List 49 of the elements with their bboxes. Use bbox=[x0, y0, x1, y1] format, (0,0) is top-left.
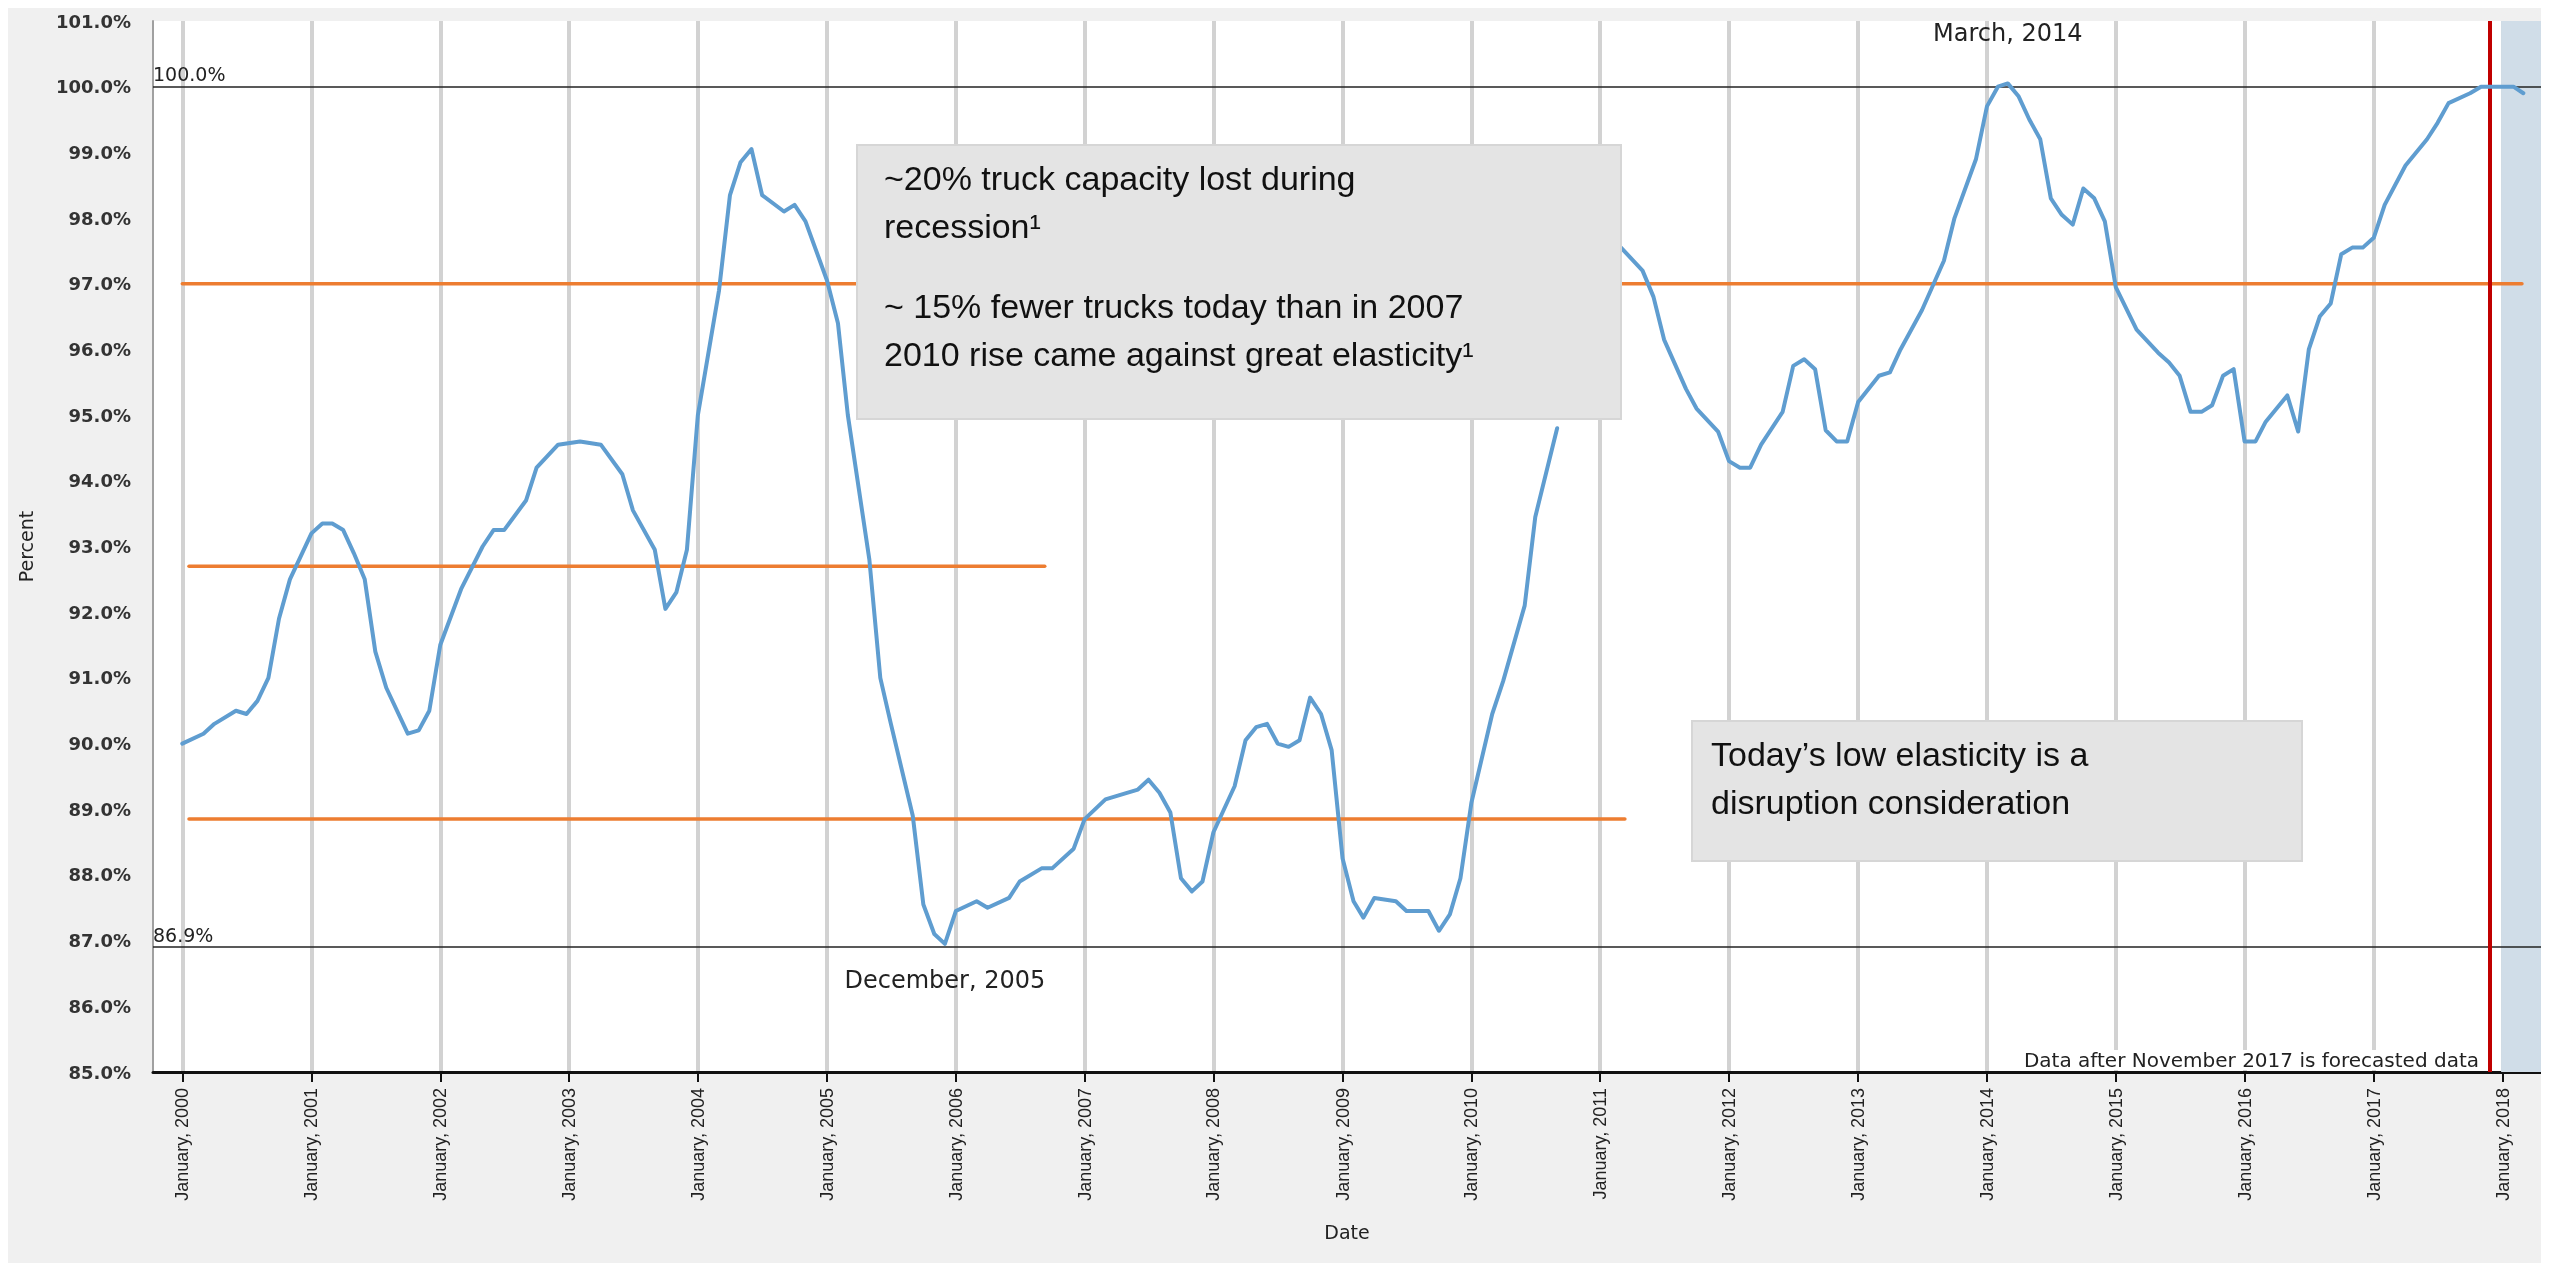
x-tick-label: January, 2011 bbox=[1590, 1088, 1611, 1200]
x-tick-label: January, 2015 bbox=[2105, 1088, 2126, 1201]
note-box: ~20% truck capacity lost during recession¹ ~ 15% fewer trucks today than in 2007 2010 rise came against great elasticity¹ bbox=[856, 144, 1622, 420]
y-tick-label: 98.0% bbox=[68, 207, 131, 229]
x-tick-label: January, 2012 bbox=[1719, 1088, 1739, 1201]
y-tick-label: 95.0% bbox=[68, 404, 131, 426]
note-box: Today’s low elasticity is a disruption consideration bbox=[1691, 720, 2303, 862]
x-tick-label: January, 2010 bbox=[1461, 1088, 1482, 1201]
annotation: 2010 rise came against great elasticity¹ bbox=[884, 334, 1475, 375]
y-tick-label: 90.0% bbox=[68, 733, 131, 755]
x-tick-label: January, 2005 bbox=[817, 1088, 838, 1201]
y-tick-label: 89.0% bbox=[68, 798, 131, 820]
y-axis-title: Percent bbox=[14, 510, 37, 583]
x-tick-label: January, 2008 bbox=[1203, 1088, 1224, 1201]
x-tick-label: January, 2017 bbox=[2363, 1088, 2384, 1201]
y-tick-label: 96.0% bbox=[68, 338, 131, 360]
x-tick-label: January, 2002 bbox=[430, 1088, 451, 1201]
x-tick-label: January, 2007 bbox=[1074, 1088, 1095, 1201]
x-tick-label: January, 2013 bbox=[1848, 1088, 1869, 1201]
x-tick-label: January, 2003 bbox=[559, 1088, 580, 1201]
y-tick-label: 87.0% bbox=[68, 930, 131, 952]
y-tick-label: 92.0% bbox=[68, 601, 131, 623]
y-tick-label: 88.0% bbox=[68, 864, 131, 886]
y-tick-label: 91.0% bbox=[68, 667, 131, 689]
y-tick-label: 93.0% bbox=[68, 536, 131, 557]
annotation: ~ 15% fewer trucks today than in 2007 bbox=[884, 286, 1465, 327]
x-tick-label: January, 2000 bbox=[172, 1088, 193, 1201]
x-tick-label: January, 2016 bbox=[2234, 1088, 2255, 1201]
y-tick-label: 94.0% bbox=[68, 470, 131, 492]
y-tick-label: 99.0% bbox=[68, 141, 131, 163]
annotation: Today’s low elasticity is a disruption consideration bbox=[1711, 734, 2090, 823]
annotation: ~20% truck capacity lost during recession¹ bbox=[884, 158, 1357, 247]
x-tick-label: January, 2001 bbox=[301, 1088, 322, 1201]
y-tick-label: 85.0% bbox=[68, 1061, 131, 1083]
y-tick-label: 86.0% bbox=[68, 995, 131, 1017]
x-tick-label: January, 2009 bbox=[1332, 1088, 1353, 1201]
annotation: March, 2014 bbox=[1933, 19, 2083, 48]
y-tick-label: 97.0% bbox=[68, 273, 131, 295]
x-tick-label: January, 2004 bbox=[687, 1088, 708, 1201]
annotation: Data after November 2017 is forecasted data bbox=[2023, 1048, 2479, 1072]
ref-line-label: 86.9% bbox=[153, 923, 214, 946]
annotation: December, 2005 bbox=[844, 965, 1046, 994]
y-tick-label: 100.0% bbox=[56, 76, 131, 98]
x-axis-title: Date bbox=[1324, 1220, 1370, 1243]
x-tick-label: January, 2006 bbox=[945, 1088, 966, 1201]
ref-line-label: 100.0% bbox=[153, 63, 226, 86]
y-tick-label: 101.0% bbox=[56, 10, 131, 32]
x-tick-label: January, 2018 bbox=[2492, 1088, 2513, 1201]
x-tick-label: January, 2014 bbox=[1976, 1088, 1997, 1201]
